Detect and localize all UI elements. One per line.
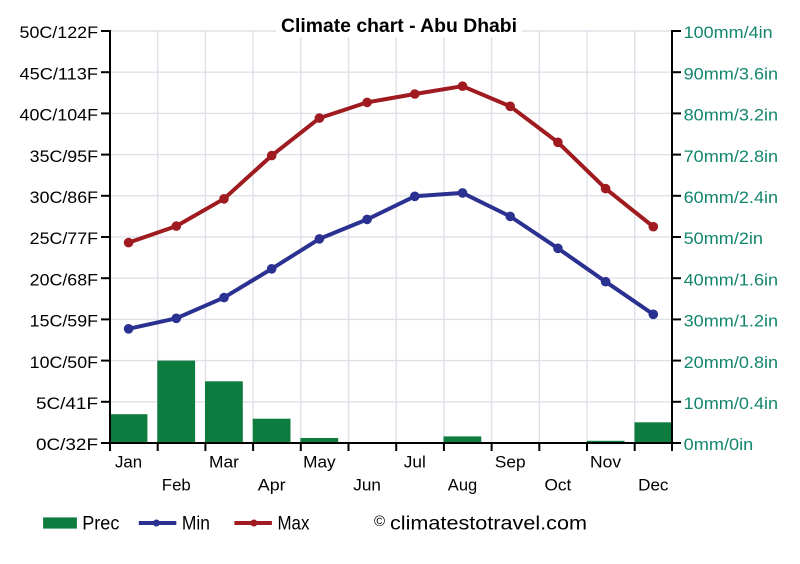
svg-text:25C/77F: 25C/77F <box>30 229 98 248</box>
svg-text:80mm/3.2in: 80mm/3.2in <box>684 106 779 125</box>
svg-text:15C/59F: 15C/59F <box>30 312 98 331</box>
svg-text:climatestotravel.com: climatestotravel.com <box>390 514 587 535</box>
svg-text:Apr: Apr <box>258 475 286 494</box>
svg-text:50C/122F: 50C/122F <box>20 23 99 42</box>
svg-text:Dec: Dec <box>638 475 669 494</box>
svg-text:30mm/1.2in: 30mm/1.2in <box>684 312 779 331</box>
svg-text:100mm/4in: 100mm/4in <box>684 23 773 42</box>
svg-text:40mm/1.6in: 40mm/1.6in <box>684 270 779 289</box>
svg-text:50mm/2in: 50mm/2in <box>684 229 763 248</box>
svg-text:Jul: Jul <box>404 452 426 471</box>
svg-text:30C/86F: 30C/86F <box>30 188 98 207</box>
svg-text:0C/32F: 0C/32F <box>36 435 98 454</box>
svg-text:Prec: Prec <box>82 513 119 534</box>
svg-text:10C/50F: 10C/50F <box>30 353 98 372</box>
svg-text:45C/113F: 45C/113F <box>20 64 99 83</box>
svg-text:20C/68F: 20C/68F <box>30 270 98 289</box>
svg-text:10mm/0.4in: 10mm/0.4in <box>684 394 779 413</box>
svg-text:Feb: Feb <box>162 475 191 494</box>
svg-text:Mar: Mar <box>209 452 239 471</box>
svg-text:Jun: Jun <box>353 475 381 494</box>
svg-text:35C/95F: 35C/95F <box>30 147 98 166</box>
svg-text:0mm/0in: 0mm/0in <box>684 435 754 454</box>
svg-text:Jan: Jan <box>115 452 142 471</box>
svg-text:20mm/0.8in: 20mm/0.8in <box>684 353 779 372</box>
svg-text:60mm/2.4in: 60mm/2.4in <box>684 188 779 207</box>
svg-text:90mm/3.6in: 90mm/3.6in <box>684 64 779 83</box>
svg-text:May: May <box>303 452 336 471</box>
svg-text:5C/41F: 5C/41F <box>36 394 98 413</box>
svg-text:Max: Max <box>278 513 310 534</box>
svg-text:Sep: Sep <box>495 452 526 471</box>
svg-text:40C/104F: 40C/104F <box>20 106 99 125</box>
svg-text:Aug: Aug <box>448 475 477 494</box>
svg-text:Climate chart - Abu Dhabi: Climate chart - Abu Dhabi <box>281 16 517 37</box>
svg-text:©: © <box>374 513 385 530</box>
svg-text:Oct: Oct <box>545 475 572 494</box>
svg-text:Nov: Nov <box>590 452 622 471</box>
svg-text:70mm/2.8in: 70mm/2.8in <box>684 147 779 166</box>
svg-text:Min: Min <box>182 513 210 534</box>
